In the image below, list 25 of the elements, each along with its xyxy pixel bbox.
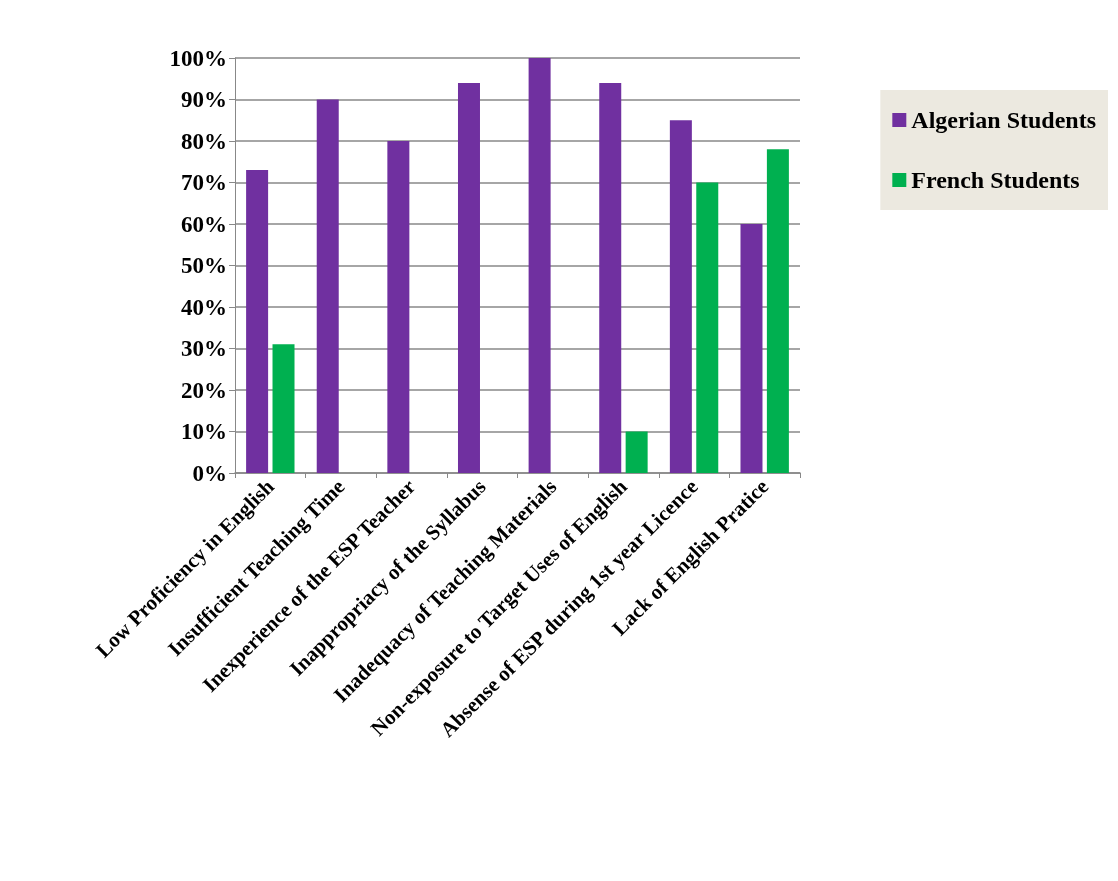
- y-tick-label: 90%: [181, 87, 227, 112]
- bar: [669, 120, 692, 473]
- bar: [740, 224, 763, 473]
- bar: [457, 82, 480, 473]
- y-tick-label: 30%: [181, 336, 227, 361]
- y-tick-label: 100%: [169, 45, 227, 71]
- y-tick-label: 20%: [181, 377, 227, 403]
- bar: [387, 141, 410, 473]
- y-tick-label: 80%: [181, 128, 227, 154]
- bar: [246, 170, 269, 473]
- bar: [528, 58, 551, 473]
- bar: [766, 149, 789, 473]
- bar: [316, 99, 339, 473]
- bar: [625, 431, 648, 473]
- y-tick-label: 60%: [181, 211, 227, 237]
- bar: [599, 82, 622, 473]
- y-tick-label: 70%: [181, 170, 227, 195]
- y-tick-label: 40%: [181, 294, 227, 320]
- bar: [272, 344, 295, 473]
- y-tick-label: 50%: [181, 253, 227, 278]
- bar: [696, 182, 719, 473]
- y-tick-label: 0%: [192, 460, 227, 486]
- y-tick-label: 10%: [181, 419, 227, 444]
- legend-label: French Students: [911, 167, 1080, 193]
- legend-label: Algerian Students: [911, 107, 1096, 133]
